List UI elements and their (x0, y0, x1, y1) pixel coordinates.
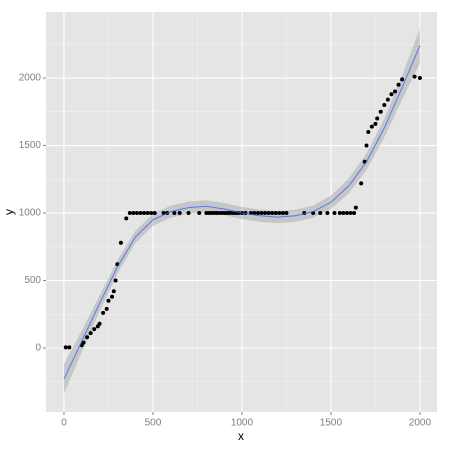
point (263, 211, 268, 216)
point (172, 211, 177, 216)
point (344, 211, 349, 216)
point (113, 278, 118, 283)
point (389, 92, 394, 97)
point (124, 216, 129, 221)
point (255, 211, 260, 216)
y-tick-label: 1500 (19, 140, 42, 151)
point (366, 130, 371, 135)
point (359, 181, 364, 186)
point (270, 211, 275, 216)
x-tick-label: 0 (61, 418, 67, 429)
point (259, 211, 264, 216)
point (277, 211, 282, 216)
x-tick-label: 1500 (320, 418, 343, 429)
point (134, 211, 139, 216)
point (149, 211, 154, 216)
point (364, 143, 369, 148)
point (280, 211, 285, 216)
point (392, 89, 397, 94)
point (369, 124, 374, 129)
point (353, 205, 358, 210)
y-axis-label: y (2, 209, 16, 215)
point (252, 211, 257, 216)
point (97, 321, 102, 326)
point (67, 345, 72, 350)
y-tick-label: 0 (35, 343, 41, 354)
point (266, 211, 271, 216)
x-tick-label: 1000 (231, 418, 254, 429)
point (341, 211, 346, 216)
point (396, 82, 401, 87)
y-tick-label: 1000 (19, 208, 42, 219)
point (373, 121, 378, 126)
point (273, 211, 278, 216)
point (110, 294, 115, 299)
point (318, 211, 323, 216)
point (375, 116, 380, 121)
point (92, 327, 97, 332)
point (104, 306, 109, 311)
confidence-band (63, 28, 420, 394)
point (332, 211, 337, 216)
point (382, 103, 387, 108)
point (412, 74, 417, 79)
point (385, 97, 390, 102)
point (127, 211, 132, 216)
point (88, 331, 93, 336)
point (142, 211, 147, 216)
point (378, 109, 383, 114)
point (417, 76, 422, 81)
point (138, 211, 143, 216)
point (325, 211, 330, 216)
point (85, 335, 90, 340)
point (152, 211, 157, 216)
point (337, 211, 342, 216)
point (145, 211, 150, 216)
x-tick-label: 500 (145, 418, 162, 429)
point (63, 345, 68, 350)
point (186, 211, 191, 216)
x-tick-label: 2000 (409, 418, 432, 429)
point (197, 211, 202, 216)
smooth-line (63, 45, 421, 380)
point (118, 240, 123, 245)
point (177, 211, 182, 216)
point (352, 211, 357, 216)
y-tick-label: 2000 (19, 73, 42, 84)
y-tick-label: 500 (24, 275, 41, 286)
point (81, 340, 86, 345)
point (284, 211, 289, 216)
point (131, 211, 136, 216)
x-axis-label: x (238, 429, 244, 443)
point (101, 310, 106, 315)
point (106, 298, 111, 303)
point (348, 211, 353, 216)
point (400, 77, 405, 82)
point (111, 289, 116, 294)
